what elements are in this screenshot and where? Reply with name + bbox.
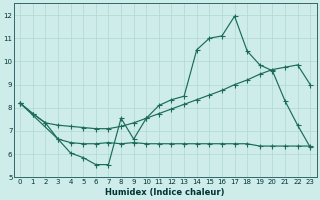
X-axis label: Humidex (Indice chaleur): Humidex (Indice chaleur) [106, 188, 225, 197]
